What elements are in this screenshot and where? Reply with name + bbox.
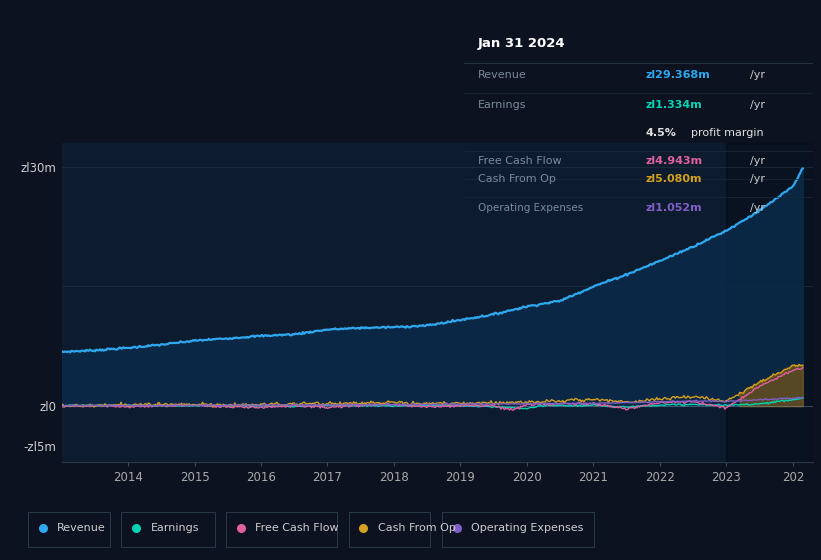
Text: /yr: /yr	[750, 174, 765, 184]
Text: Operating Expenses: Operating Expenses	[478, 203, 583, 213]
Text: zl1.334m: zl1.334m	[645, 100, 702, 110]
Bar	[727, 143, 813, 462]
Text: zl29.368m: zl29.368m	[645, 70, 710, 80]
Text: Cash From Op: Cash From Op	[378, 523, 456, 533]
Text: Earnings: Earnings	[150, 523, 199, 533]
Text: Cash From Op: Cash From Op	[478, 174, 556, 184]
Text: Free Cash Flow: Free Cash Flow	[478, 156, 562, 166]
Text: Operating Expenses: Operating Expenses	[471, 523, 584, 533]
Text: Revenue: Revenue	[57, 523, 106, 533]
Text: Revenue: Revenue	[478, 70, 526, 80]
Text: profit margin: profit margin	[690, 128, 764, 138]
Text: 4.5%: 4.5%	[645, 128, 677, 138]
Text: zl5.080m: zl5.080m	[645, 174, 702, 184]
Text: /yr: /yr	[750, 70, 765, 80]
Text: zl4.943m: zl4.943m	[645, 156, 703, 166]
Text: Earnings: Earnings	[478, 100, 526, 110]
Text: /yr: /yr	[750, 203, 765, 213]
Text: /yr: /yr	[750, 100, 765, 110]
Text: Free Cash Flow: Free Cash Flow	[255, 523, 339, 533]
Text: zl1.052m: zl1.052m	[645, 203, 702, 213]
Text: /yr: /yr	[750, 156, 765, 166]
Text: Jan 31 2024: Jan 31 2024	[478, 37, 566, 50]
